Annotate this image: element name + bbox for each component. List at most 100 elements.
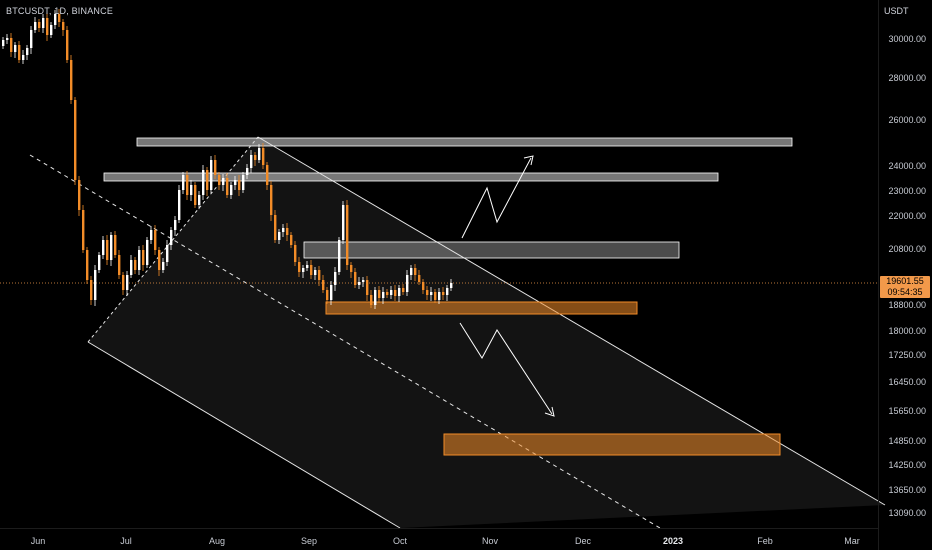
price-axis-label: 28000.00 <box>888 73 926 83</box>
candle-down <box>186 175 189 195</box>
candle-up <box>166 245 169 262</box>
candle-up <box>390 290 393 295</box>
currency-label: USDT <box>884 6 909 16</box>
support-zone-near[interactable] <box>325 301 638 315</box>
candle-down <box>366 280 369 295</box>
time-axis-label: Dec <box>574 536 592 546</box>
bearish-projection-arrow[interactable] <box>459 322 553 415</box>
candle-down <box>70 60 73 100</box>
candle-down <box>254 155 257 160</box>
price-axis-label: 14250.00 <box>888 460 926 470</box>
candle-down <box>74 100 77 180</box>
candle-down <box>226 178 229 195</box>
candle-up <box>34 22 37 30</box>
candle-up <box>6 38 9 40</box>
candle-up <box>362 280 365 282</box>
candle-up <box>282 228 285 232</box>
channel-mid-line[interactable] <box>29 154 661 529</box>
candle-up <box>98 255 101 270</box>
candle-up <box>150 230 153 240</box>
bearish-arrow-head <box>544 406 555 417</box>
bar-countdown: 09:54:35 <box>887 287 923 297</box>
resistance-zone-top[interactable] <box>136 137 793 147</box>
candle-down <box>106 240 109 260</box>
price-axis-label: 17250.00 <box>888 350 926 360</box>
candle-down <box>38 22 41 28</box>
candle-up <box>374 290 377 305</box>
candle-down <box>350 265 353 272</box>
time-axis-label: Sep <box>300 536 318 546</box>
candle-down <box>426 290 429 295</box>
candle-down <box>194 185 197 205</box>
candle-down <box>354 272 357 285</box>
candle-up <box>202 170 205 195</box>
candle-up <box>250 155 253 168</box>
candle-up <box>302 268 305 272</box>
candlestick-series <box>2 9 453 309</box>
candle-up <box>278 232 281 240</box>
candle-down <box>82 210 85 250</box>
candle-up <box>342 205 345 240</box>
last-price-value: 19601.55 <box>886 276 924 286</box>
candle-up <box>170 230 173 245</box>
time-axis-label: Jun <box>30 536 46 546</box>
candle-up <box>358 282 361 285</box>
candle-down <box>322 280 325 290</box>
candle-up <box>222 178 225 185</box>
candle-down <box>294 245 297 262</box>
candle-up <box>130 260 133 275</box>
price-axis-label: 14850.00 <box>888 436 926 446</box>
candle-down <box>78 180 81 210</box>
price-axis-label: 26000.00 <box>888 115 926 125</box>
time-axis-label: Mar <box>844 536 860 546</box>
candle-down <box>86 250 89 280</box>
candle-up <box>110 235 113 260</box>
candle-up <box>26 48 29 55</box>
candle-down <box>46 18 49 35</box>
candle-up <box>438 292 441 300</box>
candle-up <box>406 275 409 292</box>
time-axis-label: Oct <box>392 536 408 546</box>
candle-down <box>290 235 293 245</box>
resistance-zone-near[interactable] <box>303 241 680 259</box>
candle-down <box>18 45 21 60</box>
time-axis-label: Feb <box>757 536 773 546</box>
candle-down <box>274 215 277 240</box>
resistance-zone-upper[interactable] <box>103 172 719 182</box>
candle-down <box>158 250 161 270</box>
candle-up <box>306 265 309 268</box>
price-axis-label: 23000.00 <box>888 186 926 196</box>
time-axis-separator <box>0 528 878 529</box>
channel-base-line[interactable] <box>87 136 259 343</box>
candle-down <box>286 228 289 235</box>
candle-down <box>10 38 13 52</box>
time-axis-label: Jul <box>120 536 132 546</box>
candle-up <box>146 240 149 265</box>
candle-down <box>238 180 241 190</box>
symbol-title[interactable]: BTCUSDT, 1D, BINANCE <box>6 6 114 16</box>
last-price-tag: 19601.55 09:54:35 <box>880 276 930 298</box>
candle-up <box>234 180 237 185</box>
candle-down <box>434 292 437 300</box>
candle-down <box>414 268 417 275</box>
candle-down <box>422 282 425 290</box>
candle-down <box>378 290 381 298</box>
candle-down <box>270 185 273 215</box>
price-axis-separator <box>878 0 879 550</box>
price-axis-label: 13650.00 <box>888 485 926 495</box>
channel-lower-line[interactable] <box>87 341 401 529</box>
candle-down <box>310 265 313 275</box>
price-axis-label: 16450.00 <box>888 377 926 387</box>
candle-up <box>102 240 105 255</box>
candle-down <box>134 260 137 270</box>
candle-down <box>114 235 117 255</box>
candle-up <box>2 40 5 46</box>
candle-up <box>258 148 261 160</box>
bullish-projection-arrow[interactable] <box>461 157 532 239</box>
candle-down <box>418 275 421 282</box>
candle-down <box>118 255 121 275</box>
candle-up <box>138 250 141 270</box>
candle-up <box>174 220 177 230</box>
support-zone-target[interactable] <box>443 433 781 456</box>
